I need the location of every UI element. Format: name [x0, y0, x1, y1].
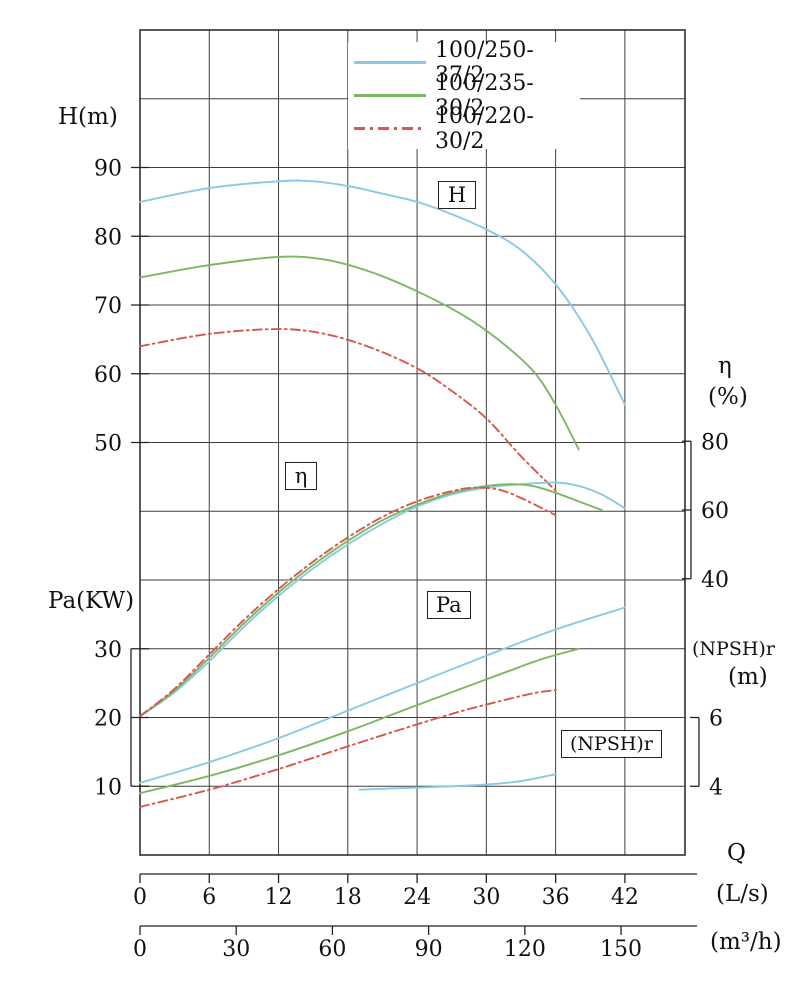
legend-item-0: 100/250-37/2 — [354, 38, 580, 88]
power-axis-tick-label: 30 — [94, 638, 122, 663]
x-axis-ls-tick-label: 12 — [265, 885, 293, 910]
x-axis-unit-ls: (L/s) — [716, 881, 769, 907]
efficiency-curve-0 — [139, 481, 626, 718]
x-axis-m3h-tick-label: 0 — [133, 937, 147, 962]
npshr-curve-label: (NPSH)r — [561, 730, 662, 758]
x-axis-ls-tick-label: 42 — [611, 885, 639, 910]
efficiency-axis-tick-label: 80 — [701, 430, 729, 455]
efficiency-axis-unit: (%) — [708, 384, 748, 410]
head-curve-label: H — [438, 181, 476, 209]
power-curve-1 — [139, 647, 580, 795]
npshr-axis-tick-label: 6 — [709, 707, 723, 732]
npshr-axis-unit: (m) — [728, 664, 768, 690]
head-axis-tick-label: 70 — [94, 294, 122, 319]
head-axis-tick-label: 50 — [94, 432, 122, 457]
head-axis-tick-label: 60 — [94, 363, 122, 388]
efficiency-curve-label: η — [285, 462, 317, 490]
efficiency-curve-1 — [139, 483, 603, 718]
head-axis-title: H(m) — [58, 104, 118, 130]
power-curve-2 — [139, 689, 557, 808]
x-axis-name: Q — [727, 840, 746, 866]
x-axis-m3h-tick-label: 90 — [415, 937, 443, 962]
power-axis-tick-label: 10 — [94, 775, 122, 800]
legend-line-sample-0 — [354, 61, 426, 64]
head-axis-tick-label: 90 — [94, 157, 122, 182]
x-axis-unit-m3h: (m³/h) — [710, 929, 782, 955]
chart-legend: 100/250-37/2 100/235-30/2 100/220-30/2 — [348, 38, 580, 154]
power-curve-0 — [139, 606, 626, 784]
x-axis-ls-tick-label: 24 — [403, 885, 431, 910]
legend-line-sample-1 — [354, 94, 426, 97]
legend-label-1: 100/235-30/2 — [435, 70, 534, 121]
npshr-curve-0 — [358, 773, 557, 791]
x-axis-m3h-tick-label: 120 — [504, 937, 546, 962]
x-axis-ls-tick-label: 0 — [133, 885, 147, 910]
x-axis-m3h-tick-label: 60 — [318, 937, 346, 962]
legend-item-1: 100/235-30/2 — [354, 71, 580, 121]
efficiency-curve-2 — [139, 486, 557, 718]
legend-label-0: 100/250-37/2 — [435, 37, 534, 88]
head-axis-tick-label: 80 — [94, 225, 122, 250]
legend-item-2: 100/220-30/2 — [354, 104, 580, 154]
efficiency-axis-title: η — [718, 353, 732, 379]
head-curve-2 — [139, 328, 557, 492]
power-axis-title: Pa(KW) — [48, 588, 135, 614]
npshr-axis-title: (NPSH)r — [692, 638, 775, 660]
npshr-axis-tick-label: 4 — [709, 775, 723, 800]
efficiency-axis-tick-label: 60 — [701, 499, 729, 524]
x-axis-ls-tick-label: 18 — [334, 885, 362, 910]
head-curve-0 — [139, 179, 626, 406]
x-axis-m3h-tick-label: 150 — [600, 937, 642, 962]
power-axis-tick-label: 20 — [94, 707, 122, 732]
head-curve-1 — [139, 255, 580, 451]
power-curve-label: Pa — [427, 591, 471, 619]
x-axis-m3h-tick-label: 30 — [222, 937, 250, 962]
efficiency-axis-tick-label: 40 — [701, 568, 729, 593]
legend-line-sample-2 — [354, 127, 426, 130]
legend-label-2: 100/220-30/2 — [435, 103, 534, 154]
x-axis-ls-tick-label: 6 — [202, 885, 216, 910]
x-axis-ls-tick-label: 30 — [472, 885, 500, 910]
x-axis-ls-tick-label: 36 — [542, 885, 570, 910]
